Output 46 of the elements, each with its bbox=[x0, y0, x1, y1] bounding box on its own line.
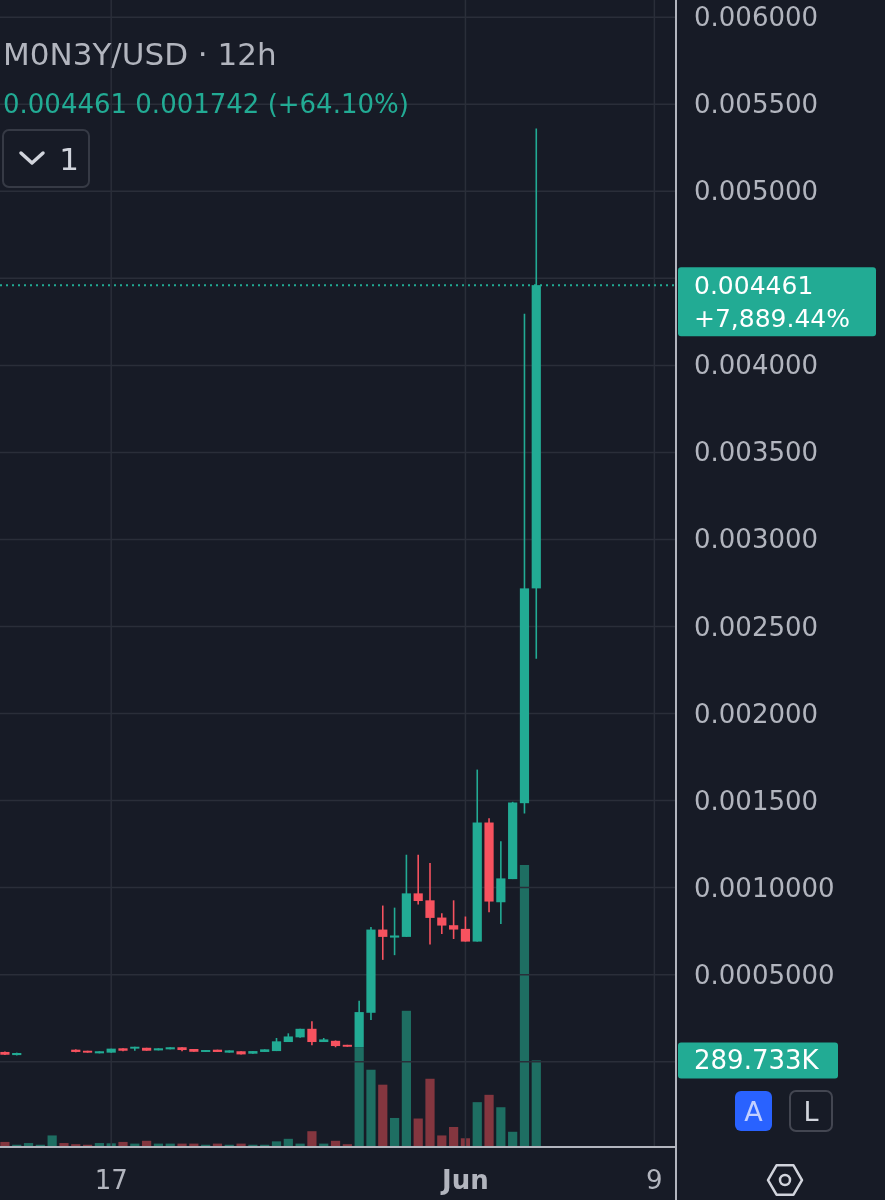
bar bbox=[437, 1135, 447, 1147]
text: 0.004461 0.001742 (+64.10%) bbox=[3, 89, 409, 119]
bar bbox=[425, 1078, 435, 1147]
y-tick-label: 0.003000 bbox=[694, 524, 819, 555]
text: M0N3Y/USD · 12h bbox=[3, 36, 277, 72]
bar bbox=[519, 865, 530, 1147]
bar bbox=[413, 1118, 423, 1147]
bar bbox=[531, 1060, 541, 1147]
text: A bbox=[744, 1095, 764, 1127]
y-tick-label: 0.004000 bbox=[694, 350, 819, 381]
text: 289.733K bbox=[694, 1045, 820, 1076]
candlestick bbox=[425, 862, 435, 946]
candlestick bbox=[307, 1020, 317, 1047]
bar bbox=[366, 1069, 376, 1147]
y-tick-label: 0.003500 bbox=[694, 437, 819, 468]
bar bbox=[472, 1102, 482, 1147]
bar bbox=[389, 1117, 400, 1147]
y-tick-label: 0.0005000 bbox=[694, 959, 835, 990]
y-tick-label: 0.001500 bbox=[694, 785, 819, 816]
bar bbox=[307, 1131, 317, 1147]
candlestick bbox=[413, 853, 423, 906]
y-tick-label: 0.006000 bbox=[694, 2, 819, 33]
ref-line-label: 0.004461 +7,889.44% bbox=[694, 270, 851, 333]
bar bbox=[401, 1010, 411, 1147]
bar bbox=[378, 1084, 388, 1147]
candlestick bbox=[437, 912, 447, 935]
y-tick-label: 0.005000 bbox=[694, 176, 819, 207]
y-tick-label: 0.005500 bbox=[694, 89, 819, 120]
candlestick bbox=[496, 840, 506, 925]
bar bbox=[47, 1135, 57, 1147]
x-tick-label: Jun bbox=[440, 1165, 489, 1195]
candlestick bbox=[460, 915, 471, 943]
y-tick-label: 0.0010000 bbox=[694, 872, 835, 903]
y-tick-label: 0.002000 bbox=[694, 698, 819, 729]
bar bbox=[484, 1094, 494, 1147]
x-tick-label: 9 bbox=[646, 1165, 663, 1195]
bar bbox=[508, 1131, 518, 1147]
y-tick-label: 0.002500 bbox=[694, 611, 819, 642]
candlestick bbox=[389, 906, 400, 956]
annotation: 1 bbox=[59, 140, 79, 177]
x-tick-label: 17 bbox=[94, 1165, 128, 1195]
candlestick bbox=[449, 899, 459, 940]
bar bbox=[449, 1126, 459, 1147]
bar bbox=[496, 1107, 506, 1147]
candlestick bbox=[378, 904, 388, 961]
text: L bbox=[803, 1095, 819, 1127]
